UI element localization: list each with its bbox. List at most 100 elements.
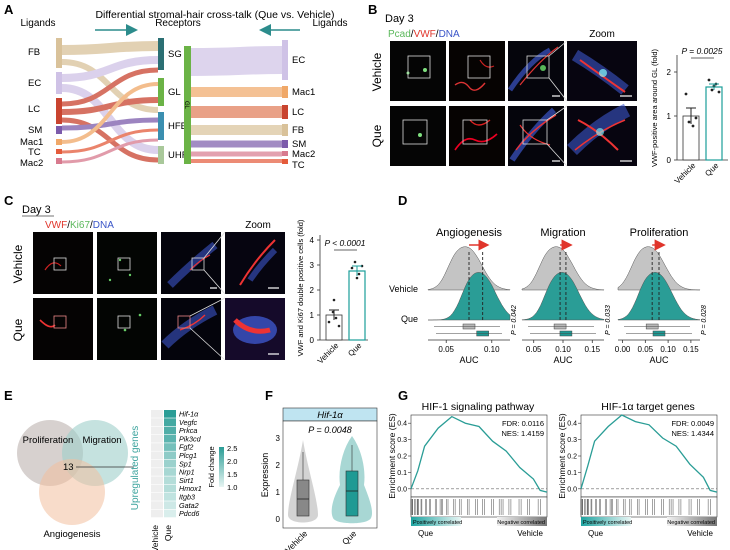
g1-tick-1: 0.1 (397, 470, 407, 477)
heat-cell-que-10 (164, 493, 176, 501)
g2-tick-0: 0.0 (567, 486, 577, 493)
g1-tick-0: 0.0 (397, 486, 407, 493)
gene-label-5: Plcg1 (179, 451, 197, 460)
panel-f-letter: F (265, 388, 273, 403)
gene-label-7: Nrp1 (179, 468, 195, 477)
heat-cell-vehicle-4 (151, 443, 163, 451)
fold-legend-3: 1.0 (227, 483, 237, 492)
left-ligand-2: LC (28, 104, 40, 115)
ridge-pvalue-2: P = 0.028 (701, 305, 708, 335)
b-tick-1: 1 (667, 112, 672, 121)
g1-es-curve (410, 415, 548, 493)
panel-e-letter: E (4, 388, 13, 403)
fold-legend-title: Fold change (207, 446, 216, 487)
c-ylabel: VWF and Ki67 double positive cells (fold… (296, 219, 305, 356)
heat-cell-que-2 (164, 426, 176, 435)
right-ligand-2: LC (292, 107, 304, 118)
c-group-1: Que (346, 341, 363, 358)
gl-source-bar (184, 46, 191, 164)
ridge-que-2 (617, 272, 701, 321)
gene-label-9: Hmox1 (179, 484, 202, 493)
micrograph-c-ki67-que (97, 298, 157, 360)
heat-cell-que-3 (164, 434, 176, 443)
panel-c-zoom: Zoom (245, 220, 271, 231)
left-ligand-1: EC (28, 78, 41, 89)
f-tick-2: 2 (276, 461, 281, 470)
ridge-xlabel-2: AUC (649, 355, 669, 365)
ridge-title-1: Migration (540, 227, 585, 239)
left-ligand-6: Mac2 (20, 158, 43, 169)
f-pvalue: P = 0.0048 (308, 425, 351, 435)
e-col-que: Que (163, 525, 173, 541)
c-bar-que (348, 270, 366, 341)
heat-cell-vehicle-1 (151, 418, 163, 426)
right-bar-TC (282, 159, 288, 164)
ridge-tick-0-1: 0.10 (484, 345, 500, 354)
receptor-2: HFB (168, 121, 187, 132)
heat-cell-vehicle-9 (151, 484, 163, 493)
panel-c-letter: C (4, 193, 14, 208)
g2-pos-label: Positively correlated (583, 520, 632, 526)
g2-ylabel: Enrichment score (ES) (557, 413, 567, 499)
g1-left: Que (418, 529, 434, 538)
heat-cell-vehicle-8 (151, 476, 163, 485)
g2-gradient-pos (581, 517, 631, 526)
receptors-label: Receptors (155, 18, 201, 29)
heat-cell-que-7 (164, 468, 176, 476)
g2-tick-4: 0.4 (567, 421, 577, 428)
right-bar-SM (282, 140, 288, 148)
left-ligand-3: SM (28, 125, 42, 136)
c-tick-4: 4 (310, 236, 315, 245)
right-bar-LC (282, 105, 288, 119)
gene-label-0: Hif-1α (179, 410, 199, 419)
micrograph-c-ki67-vehicle (97, 232, 157, 294)
g2-neg-label: Negative correlated (667, 520, 715, 526)
b-pvalue: P = 0.0025 (681, 46, 722, 56)
right-ligand-0: EC (292, 55, 305, 66)
bar-Mac1 (56, 139, 62, 145)
heat-cell-vehicle-0 (151, 410, 163, 418)
ridge-tick-2-0: 0.00 (615, 345, 631, 354)
c-tick-3: 3 (310, 261, 315, 270)
fold-legend-bar (219, 447, 224, 487)
ridge-tick-2-3: 0.15 (683, 345, 699, 354)
bar-TC (56, 149, 62, 154)
gene-label-2: Prkca (179, 426, 197, 435)
micrograph-c-vwf-que (33, 298, 93, 360)
b-group-1: Que (703, 161, 720, 178)
g2-tick-1: 0.1 (567, 470, 577, 477)
f-tick-1: 1 (276, 488, 281, 497)
c-tick-1: 1 (310, 311, 315, 320)
panel-b-row-que: Que (370, 124, 384, 147)
panel-b-day: Day 3 (385, 13, 414, 25)
b-group-0: Vehicle (673, 161, 698, 186)
panel-a: A Differential stromal-hair cross-talk (… (4, 2, 348, 171)
panel-c-stain: VWF/Ki67/DNA (45, 220, 114, 231)
gene-label-11: Gata2 (179, 501, 199, 510)
g2-es-curve (580, 414, 718, 493)
panel-d-letter: D (398, 193, 407, 208)
heat-cell-que-1 (164, 418, 176, 426)
g1-gradient-neg (497, 517, 547, 526)
heat-cell-que-5 (164, 451, 176, 460)
d-row-que: Que (401, 314, 418, 324)
right-bar-Mac1 (282, 86, 288, 98)
heat-cell-vehicle-11 (151, 501, 163, 509)
right-ligand-3: FB (292, 125, 304, 136)
ridge-xlabel-1: AUC (553, 355, 573, 365)
ridge-pvalue-0: P = 0.042 (511, 305, 518, 335)
right-bar-Mac2 (282, 151, 288, 156)
g1-fdr: FDR: 0.0116 (502, 419, 544, 428)
c-tick-0: 0 (310, 336, 315, 345)
ridge-tick-1-0: 0.05 (526, 345, 542, 354)
venn-angiogenesis (39, 459, 105, 525)
g1-tick-3: 0.3 (397, 437, 407, 444)
micrograph-details-c (39, 231, 279, 361)
heat-cell-que-12 (164, 509, 176, 518)
left-ligand-5: TC (28, 147, 41, 158)
venn-overlap-count: 13 (63, 462, 74, 473)
b-ylabel: VWF-positive area around GL (fold) (650, 48, 659, 167)
venn-label-angiogenesis: Angiogenesis (43, 529, 100, 540)
